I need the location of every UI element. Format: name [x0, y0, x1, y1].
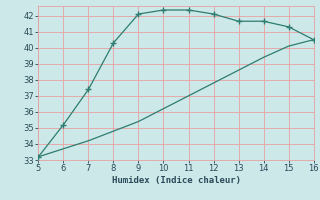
X-axis label: Humidex (Indice chaleur): Humidex (Indice chaleur) — [111, 176, 241, 185]
